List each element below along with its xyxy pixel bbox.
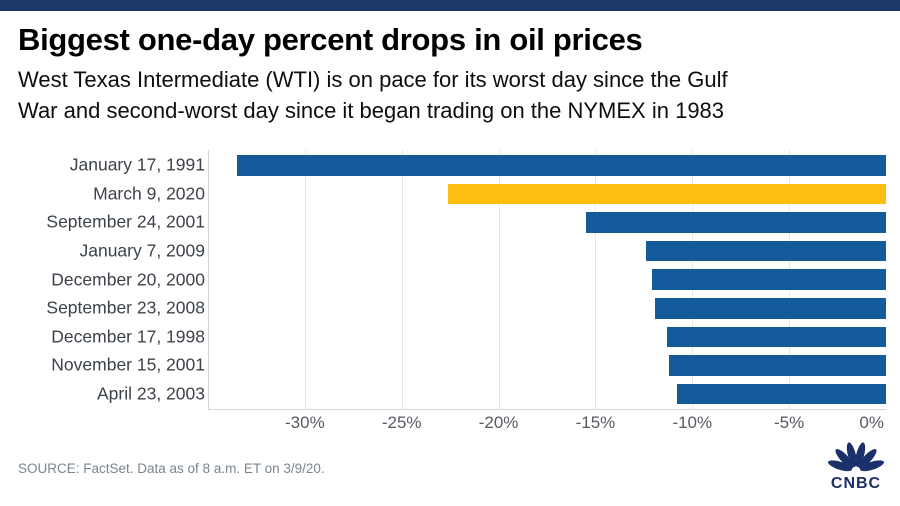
category-label: March 9, 2020 — [93, 183, 205, 204]
bar-row — [667, 326, 886, 348]
bar-row — [651, 269, 886, 290]
peacock-icon — [827, 442, 885, 472]
gridline — [401, 150, 403, 409]
bar-row — [645, 240, 886, 262]
x-tick-label: -10% — [672, 413, 713, 432]
chart-title: Biggest one-day percent drops in oil pri… — [18, 22, 643, 57]
x-tick-label: 0% — [859, 413, 884, 432]
x-tick-label: -25% — [381, 413, 422, 432]
category-label: April 23, 2003 — [97, 383, 205, 404]
x-tick-label: -20% — [478, 413, 519, 432]
gridline — [595, 150, 597, 409]
category-label: November 15, 2001 — [51, 354, 205, 375]
gridline — [304, 150, 306, 409]
category-label: September 23, 2008 — [46, 297, 205, 318]
bar-row — [669, 355, 886, 376]
chart-subtitle-line-1: West Texas Intermediate (WTI) is on pace… — [18, 67, 728, 92]
chart-subtitle: West Texas Intermediate (WTI) is on pace… — [18, 64, 888, 126]
top-accent-bar — [0, 0, 900, 11]
category-label: September 24, 2001 — [46, 211, 205, 232]
x-axis-line — [208, 409, 886, 410]
category-label: January 17, 1991 — [69, 154, 205, 175]
bar-row — [676, 383, 886, 405]
category-label: January 7, 2009 — [79, 240, 205, 261]
cnbc-logo: CNBC — [825, 440, 887, 493]
gridline — [498, 150, 500, 409]
bar-row — [655, 298, 886, 319]
x-tick-label: -30% — [285, 413, 325, 432]
category-label: December 20, 2000 — [51, 269, 205, 290]
cnbc-logo-text: CNBC — [830, 475, 882, 492]
bar-row — [448, 183, 886, 205]
source-note: SOURCE: FactSet. Data as of 8 a.m. ET on… — [18, 461, 325, 476]
category-label: December 17, 1998 — [51, 326, 205, 347]
x-tick-label: -15% — [575, 413, 616, 432]
chart-subtitle-line-2: War and second-worst day since it began … — [18, 98, 725, 123]
bar-row — [585, 212, 886, 233]
bar-row — [237, 155, 886, 176]
y-axis-line — [208, 150, 209, 409]
x-tick-label: -5% — [774, 413, 805, 432]
